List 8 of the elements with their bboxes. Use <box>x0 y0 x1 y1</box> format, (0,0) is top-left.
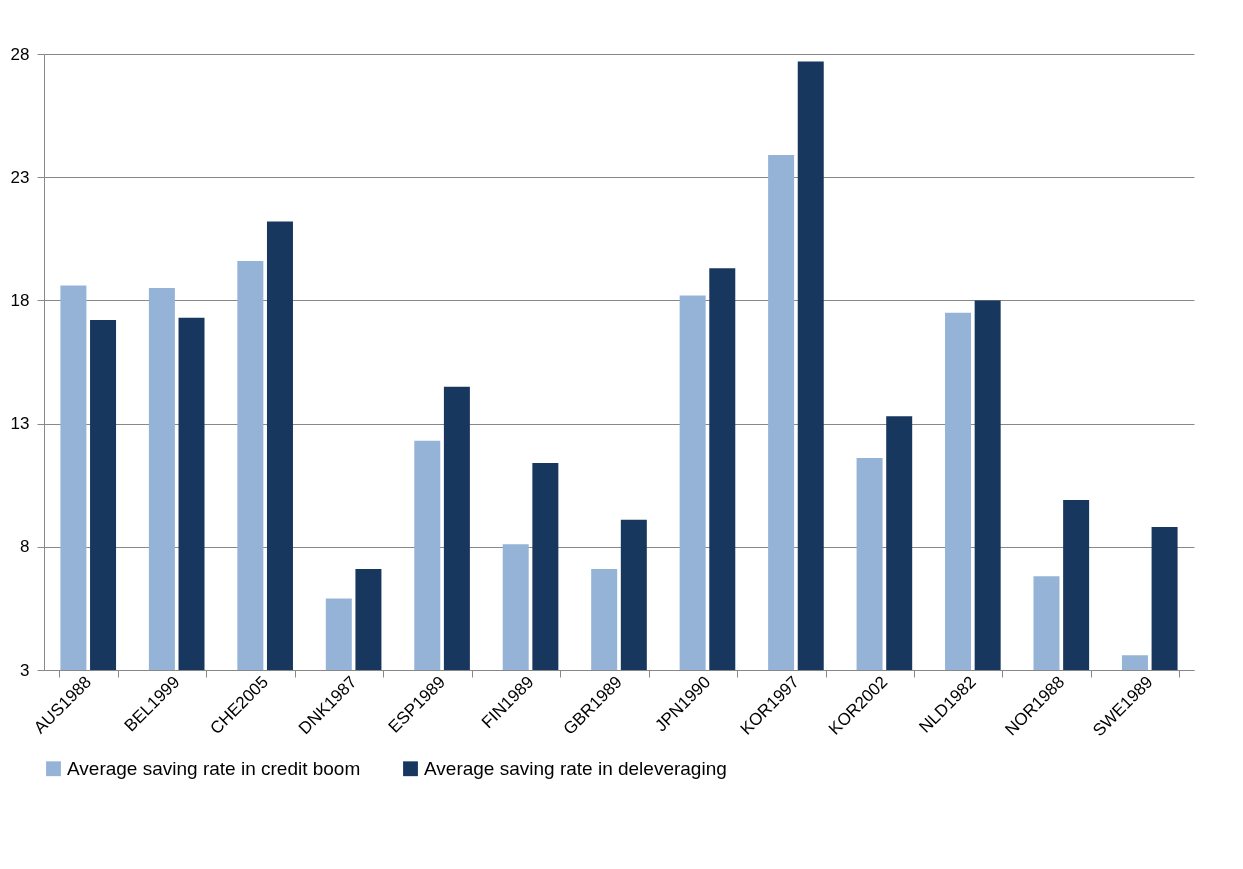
legend-label: Average saving rate in deleveraging <box>424 757 727 779</box>
y-tick-label: 18 <box>10 290 30 310</box>
y-tick-label: 13 <box>10 414 30 434</box>
y-tick-label: 28 <box>10 44 30 64</box>
y-tick-label: 8 <box>20 537 30 557</box>
legend-label: Average saving rate in credit boom <box>67 757 361 779</box>
y-tick-label: 23 <box>10 167 30 187</box>
y-tick-label: 3 <box>20 660 30 680</box>
